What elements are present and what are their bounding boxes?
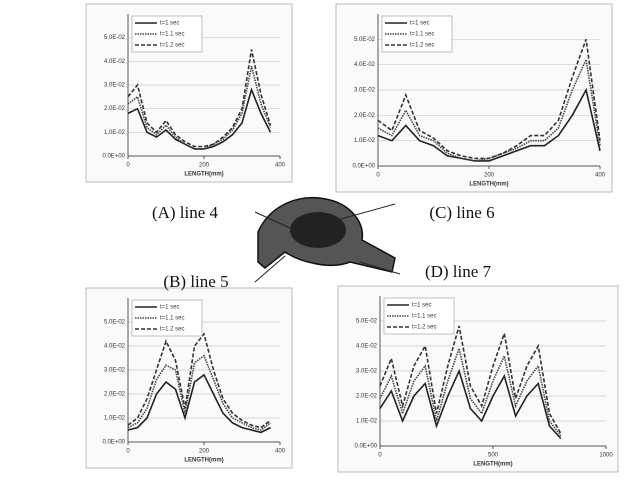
y-tick-label: 4.0E-02	[356, 344, 378, 350]
legend-label: t=1.2 sec	[160, 43, 185, 49]
x-tick-label: 1000	[599, 453, 613, 459]
x-tick-label: 400	[595, 173, 606, 179]
x-tick-label: 200	[484, 173, 495, 179]
y-tick-label: 4.0E-02	[354, 62, 376, 68]
x-axis-label: LENGTH(mm)	[473, 462, 512, 468]
y-tick-label: 4.0E-02	[104, 59, 126, 65]
chart-caption: (D) line 7	[425, 262, 492, 281]
legend-label: t=1 sec	[160, 305, 180, 311]
y-tick-label: 3.0E-02	[354, 88, 376, 94]
legend-label: t=1.1 sec	[412, 314, 437, 320]
chart-caption: (A) line 4	[152, 203, 219, 222]
y-tick-label: 2.0E-02	[356, 394, 378, 400]
y-tick-label: 2.0E-02	[104, 392, 126, 398]
legend-label: t=1 sec	[412, 303, 432, 309]
x-tick-label: 500	[488, 453, 499, 459]
legend-label: t=1.1 sec	[160, 316, 185, 322]
chart-caption: (B) line 5	[163, 272, 228, 291]
page: {"chart_data": [ {"type": "line", "title…	[0, 0, 638, 483]
legend-label: t=1 sec	[160, 21, 180, 27]
y-tick-label: 1.0E-02	[354, 138, 376, 144]
y-tick-label: 1.0E-02	[104, 416, 126, 422]
legend-label: t=1.1 sec	[410, 32, 435, 38]
y-tick-label: 0.0E+00	[102, 440, 125, 446]
y-tick-label: 2.0E-02	[104, 106, 126, 112]
x-tick-label: 200	[199, 163, 210, 169]
y-tick-label: 4.0E-02	[104, 344, 126, 350]
x-axis-label: LENGTH(mm)	[469, 182, 508, 188]
legend-label: t=1.1 sec	[160, 32, 185, 38]
y-tick-label: 0.0E+00	[354, 444, 377, 450]
chart-frame	[336, 4, 612, 192]
y-tick-label: 3.0E-02	[356, 369, 378, 375]
y-tick-label: 3.0E-02	[104, 368, 126, 374]
legend-label: t=1.2 sec	[412, 325, 437, 331]
y-tick-label: 5.0E-02	[104, 320, 126, 326]
y-tick-label: 0.0E+00	[352, 164, 375, 170]
x-tick-label: 400	[275, 163, 286, 169]
legend-label: t=1.2 sec	[410, 43, 435, 49]
y-tick-label: 5.0E-02	[356, 319, 378, 325]
y-tick-label: 2.0E-02	[354, 113, 376, 119]
chart-caption: (C) line 6	[429, 203, 494, 222]
y-tick-label: 1.0E-02	[104, 130, 126, 136]
figure: (A) line 4 0.0E+00 1.0E-02 2.0E-02 3.0E-02 4.…	[0, 0, 638, 483]
legend-label: t=1 sec	[410, 21, 430, 27]
y-tick-label: 5.0E-02	[354, 37, 376, 43]
x-tick-label: 200	[199, 449, 210, 455]
y-tick-label: 5.0E-02	[104, 35, 126, 41]
x-axis-label: LENGTH(mm)	[184, 172, 223, 178]
legend-label: t=1.2 sec	[160, 327, 185, 333]
y-tick-label: 1.0E-02	[356, 419, 378, 425]
y-tick-label: 0.0E+00	[102, 154, 125, 160]
x-tick-label: 400	[275, 449, 286, 455]
y-tick-label: 3.0E-02	[104, 83, 126, 89]
x-axis-label: LENGTH(mm)	[184, 458, 223, 464]
